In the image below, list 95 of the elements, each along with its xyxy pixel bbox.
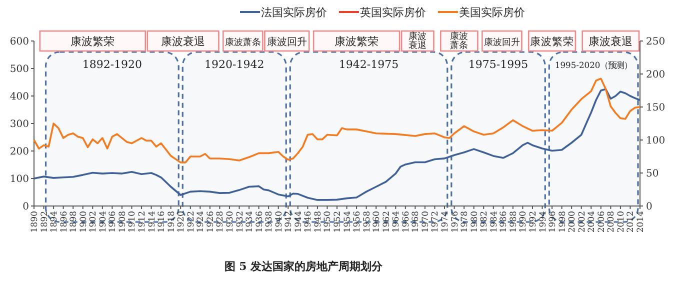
x-tick-label: 1984 xyxy=(489,211,500,233)
x-tick-label: 1970 xyxy=(420,211,431,233)
text: 图 5 发达国家的房地产周期划分 xyxy=(224,260,384,273)
x-tick-label: 1914 xyxy=(147,211,158,233)
band-label: 康波衰退 xyxy=(161,35,206,48)
x-tick-label: 1982 xyxy=(480,211,490,233)
band-label: 1892-1920 xyxy=(82,58,142,71)
band-label: 康波繁荣 xyxy=(530,35,574,48)
x-tick-label: 1898 xyxy=(69,211,80,233)
x-tick-label: 2006 xyxy=(596,211,607,233)
x-tick-label: 1974 xyxy=(440,211,451,233)
x-tick-label: 1952 xyxy=(333,211,343,233)
x-tick-label: 1926 xyxy=(206,211,216,233)
x-tick-label: 1942 xyxy=(284,211,294,233)
x-tick-label: 1962 xyxy=(382,211,392,233)
x-tick-label: 1930 xyxy=(225,211,236,233)
x-tick-label: 1908 xyxy=(118,211,128,233)
y-tick-label: 600 xyxy=(10,36,29,48)
x-tick-label: 1980 xyxy=(470,211,480,233)
band-label: 1995-2020（预测） xyxy=(554,60,632,70)
x-tick-label: 1938 xyxy=(264,211,275,233)
x-tick-label: 1968 xyxy=(411,211,422,233)
x-tick-label: 1928 xyxy=(216,211,226,233)
x-tick-label: 1966 xyxy=(401,211,412,233)
x-tick-label: 1958 xyxy=(362,211,372,233)
legend-label: 英国实际房价 xyxy=(360,6,426,19)
x-tick-label: 1902 xyxy=(88,211,99,233)
band-label: 康波衰退 xyxy=(408,31,427,51)
x-tick-label: 1918 xyxy=(166,211,177,233)
y-tick-label: 300 xyxy=(10,119,29,130)
band-label: 1942-1975 xyxy=(338,58,399,71)
x-tick-label: 1990 xyxy=(518,211,529,233)
x-tick-label: 2010 xyxy=(616,211,626,233)
x-tick-label: 1948 xyxy=(313,211,324,233)
x-tick-label: 1912 xyxy=(138,211,148,233)
x-tick-label: 1960 xyxy=(372,211,382,233)
x-tick-label: 1944 xyxy=(294,211,304,233)
x-tick-label: 1894 xyxy=(50,211,60,233)
x-tick-label: 1910 xyxy=(128,211,138,233)
x-tick-label: 2004 xyxy=(587,211,598,233)
y2-tick-label: 0 xyxy=(646,202,652,212)
y2-tick-label: 200 xyxy=(646,70,666,80)
band-label: 1975-1995 xyxy=(468,58,528,71)
band-label: 1920-1942 xyxy=(204,58,264,71)
x-tick-label: 1936 xyxy=(254,211,265,233)
x-tick-label: 1978 xyxy=(460,211,470,233)
x-tick-label: 1956 xyxy=(352,211,363,233)
x-tick-label: 1988 xyxy=(508,211,519,233)
legend-label: 美国实际房价 xyxy=(459,6,525,19)
x-tick-label: 1994 xyxy=(538,211,548,233)
x-tick-label: 1922 xyxy=(186,211,196,233)
y2-tick-label: 150 xyxy=(646,102,666,114)
x-tick-label: 2000 xyxy=(568,211,578,233)
x-tick-label: 1932 xyxy=(235,211,246,233)
x-tick-label: 2014 xyxy=(636,211,646,233)
x-tick-label: 1996 xyxy=(548,211,558,233)
x-tick-label: 1906 xyxy=(108,211,118,233)
x-tick-label: 1916 xyxy=(157,211,168,233)
x-tick-label: 1892 xyxy=(40,211,50,233)
y-tick-label: 200 xyxy=(10,146,29,158)
x-tick-label: 1972 xyxy=(430,211,441,233)
band-label: 康波萧条 xyxy=(224,37,261,48)
y2-tick-label: 250 xyxy=(646,36,666,48)
x-tick-label: 1992 xyxy=(528,211,538,233)
x-tick-label: 1976 xyxy=(450,211,460,233)
band-label: 康波回升 xyxy=(266,36,307,48)
y-tick-label: 500 xyxy=(10,64,29,75)
x-tick-label: 1890 xyxy=(30,211,40,233)
x-tick-label: 1998 xyxy=(558,211,568,233)
band-label: 康波衰退 xyxy=(588,35,633,48)
x-tick-label: 1946 xyxy=(304,211,314,233)
x-tick-label: 1924 xyxy=(196,211,206,233)
x-tick-label: 2012 xyxy=(626,211,636,233)
x-tick-label: 1904 xyxy=(98,211,108,233)
x-tick-label: 1920 xyxy=(176,211,187,233)
band-label: 康波繁荣 xyxy=(334,35,379,48)
x-tick-label: 1934 xyxy=(245,211,256,233)
x-tick-label: 2008 xyxy=(606,211,617,233)
y-tick-label: 0 xyxy=(22,202,29,212)
x-tick-label: 1986 xyxy=(499,211,510,233)
x-tick-label: 1964 xyxy=(392,211,402,233)
band-label: 康波萧条 xyxy=(450,31,468,51)
band-label: 康波回升 xyxy=(484,37,520,48)
y2-tick-label: 100 xyxy=(646,136,666,146)
y-tick-label: 400 xyxy=(10,92,29,102)
band-label: 康波繁荣 xyxy=(70,35,115,48)
y-tick-label: 100 xyxy=(10,174,29,185)
y2-tick-label: 50 xyxy=(646,168,659,180)
x-tick-label: 1954 xyxy=(342,211,353,233)
x-tick-label: 1950 xyxy=(323,211,334,233)
legend-label: 法国实际房价 xyxy=(261,6,327,19)
x-tick-label: 2002 xyxy=(577,211,588,233)
x-tick-label: 1896 xyxy=(59,211,70,233)
x-tick-label: 1940 xyxy=(274,211,284,233)
x-tick-label: 1900 xyxy=(78,211,89,233)
